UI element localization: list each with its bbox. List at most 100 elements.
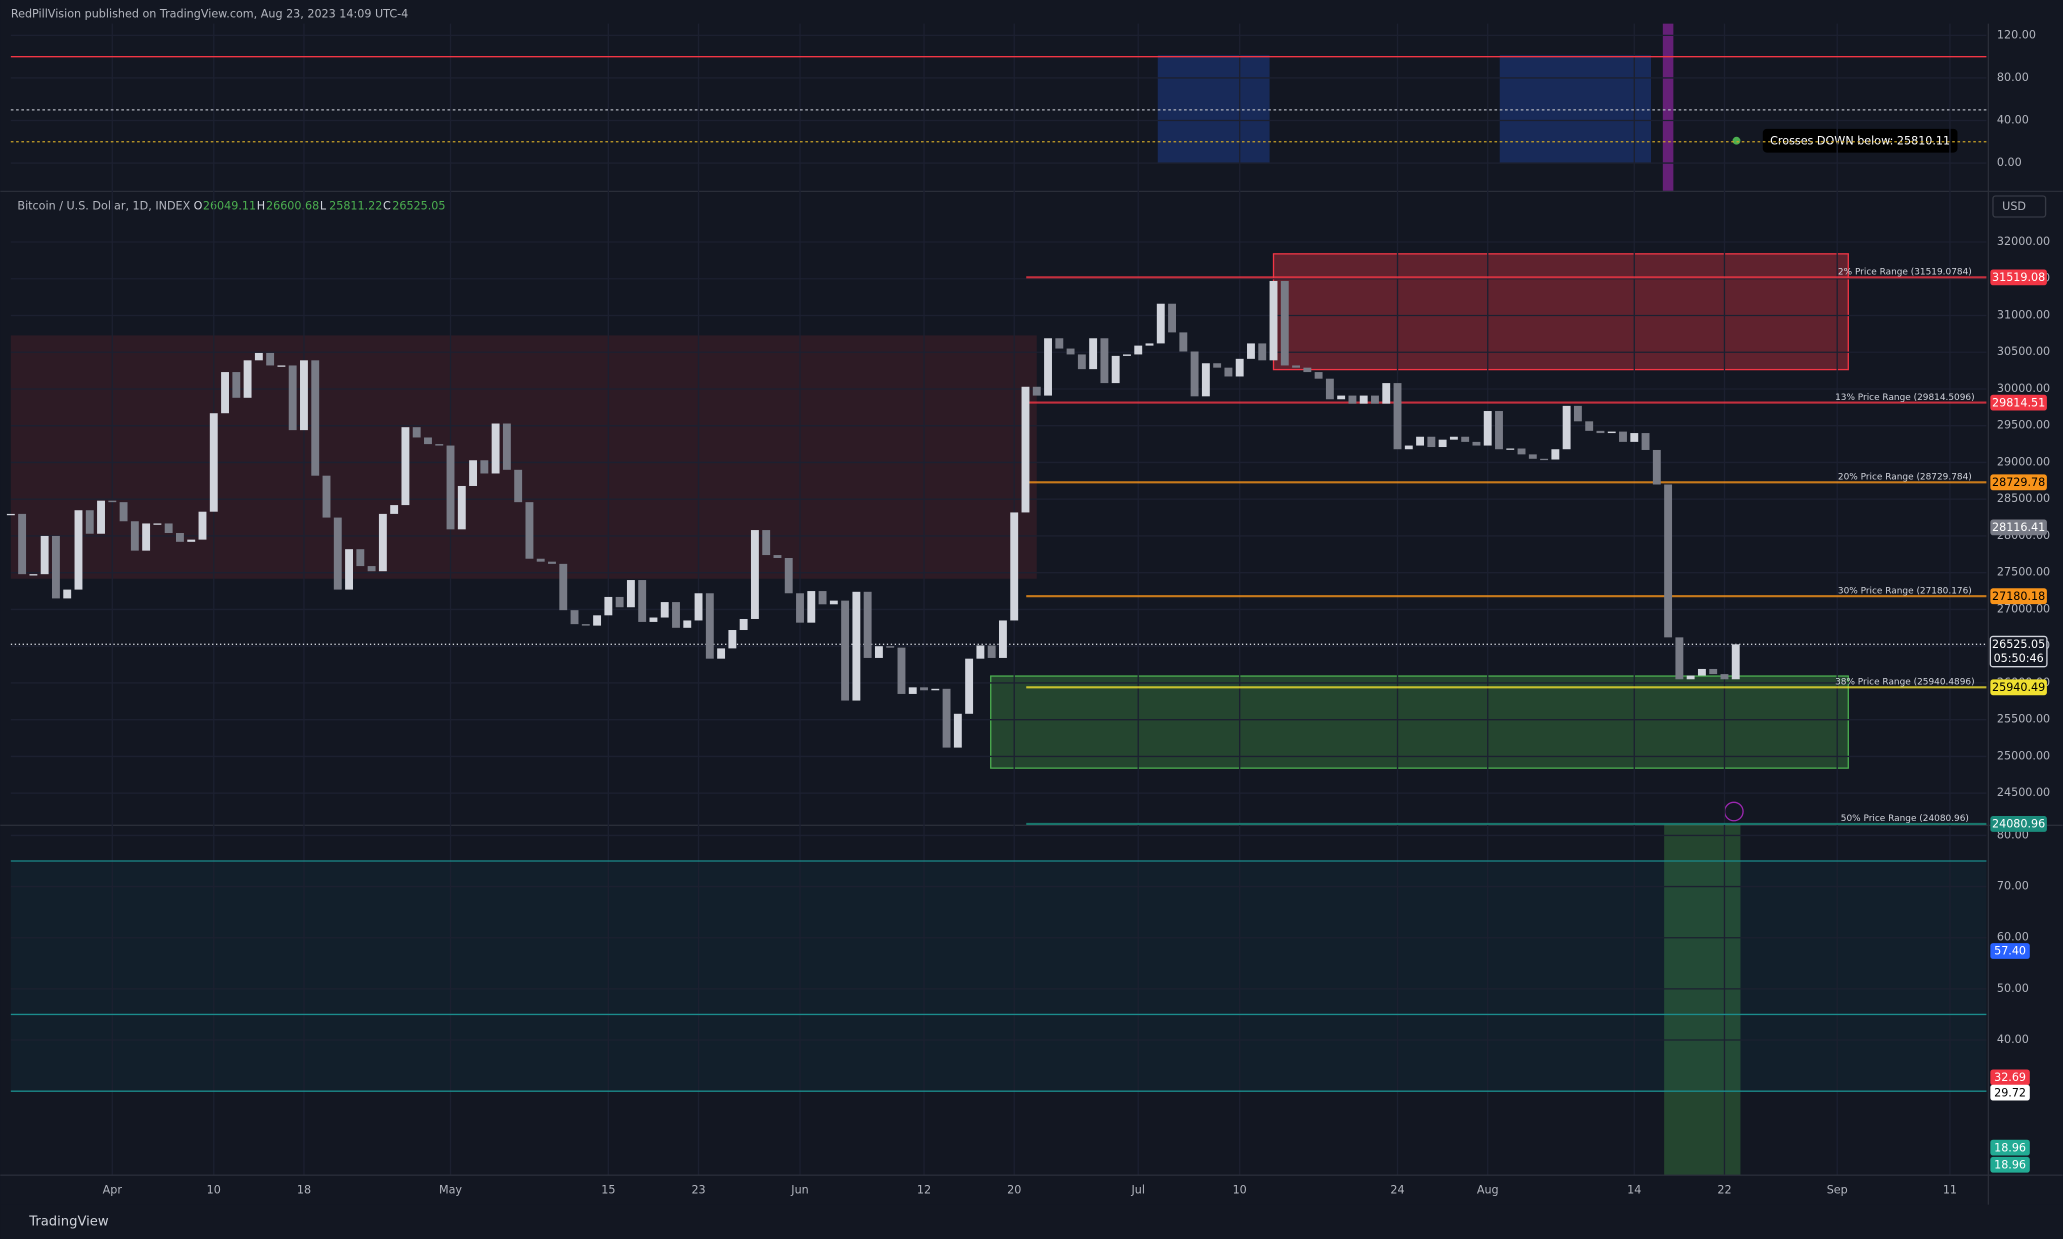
candle (1382, 383, 1391, 404)
candle (1506, 448, 1515, 450)
candle (965, 658, 974, 714)
symbol: Bitcoin / U.S. Dollar, 1D, INDEX (17, 200, 190, 213)
y-tick-label: 50.00 (1997, 982, 2029, 995)
candle (1404, 445, 1413, 450)
candle (401, 427, 410, 506)
candle (1697, 668, 1706, 676)
candle (717, 648, 726, 659)
x-tick-label: 15 (601, 1183, 615, 1196)
candle (1619, 431, 1627, 442)
candle (1032, 386, 1041, 396)
price-tag-label: 29814.51 (1992, 396, 2045, 409)
price-tag (1990, 474, 2047, 491)
candle (852, 591, 861, 701)
value-tag-label: 32.69 (1994, 1071, 2026, 1084)
candle (1348, 395, 1357, 404)
candle (1427, 436, 1436, 448)
currency[interactable]: USD (2002, 200, 2026, 213)
value-tag (1990, 943, 2030, 959)
candle (18, 513, 27, 575)
candle (502, 423, 511, 470)
candle (514, 469, 523, 503)
candle (164, 523, 173, 534)
ohlc-key: C (383, 200, 391, 213)
candle (1540, 458, 1549, 461)
y-tick-label: 27500.00 (1997, 566, 2050, 579)
y-tick-label: 29500.00 (1997, 419, 2050, 432)
publisher: RedPillVision published on TradingView.c… (11, 7, 408, 20)
price-tag (1990, 394, 2047, 411)
candle (209, 413, 218, 512)
value-tag (1990, 1139, 2030, 1156)
candle (626, 580, 635, 608)
support-zone (990, 675, 1849, 769)
candle (1066, 348, 1075, 355)
candle (130, 521, 139, 551)
candle (254, 352, 263, 361)
candle (1686, 675, 1695, 680)
candle (153, 523, 162, 525)
y-tick-label: 0.00 (1997, 156, 2022, 169)
candle (615, 596, 624, 608)
candle (491, 423, 500, 474)
highlight (1499, 55, 1651, 164)
candle (1123, 354, 1131, 356)
candle (97, 500, 105, 534)
candle (1551, 449, 1560, 460)
resistance-zone (1272, 253, 1849, 371)
currency-button[interactable] (1992, 195, 2047, 218)
candle (1461, 436, 1470, 442)
price-tag (1990, 269, 2047, 286)
candle (874, 646, 883, 658)
y-tick-label: 30500.00 (1997, 345, 2050, 358)
candle (1089, 338, 1098, 370)
range-label: 2% Price Range (31519.0784) (1838, 268, 1972, 278)
candle (1269, 280, 1278, 361)
candle (221, 372, 229, 414)
candle (683, 620, 692, 628)
candle (1247, 343, 1255, 359)
band (10, 861, 1987, 1091)
candle (1213, 363, 1222, 368)
candle (63, 589, 72, 599)
candle (85, 510, 94, 534)
range-label: 13% Price Range (29814.5096) (1835, 393, 1975, 403)
candle (987, 645, 996, 658)
candle (243, 360, 252, 398)
brand[interactable]: TradingView (28, 1214, 109, 1229)
candle (1111, 355, 1120, 384)
y-tick-label: 25500.00 (1997, 713, 2050, 726)
x-tick-label: 10 (1233, 1183, 1247, 1196)
candle (1495, 411, 1503, 450)
value-tag-label: 57.40 (1994, 945, 2026, 958)
candle (300, 360, 308, 431)
price-tag (1990, 816, 2047, 832)
candle (333, 517, 342, 590)
ohlc-key: H (257, 200, 265, 213)
annotation-box (1762, 128, 1958, 153)
x-tick-label: 24 (1390, 1183, 1404, 1196)
countdown: 05:50:46 (1994, 652, 2044, 665)
candle (1438, 439, 1447, 448)
candle (1044, 338, 1052, 396)
price-tag (1989, 635, 2048, 668)
ohlc-key: O (194, 200, 203, 213)
value-tag-label: 29.72 (1994, 1086, 2026, 1099)
y-tick-label: 28500.00 (1997, 492, 2050, 505)
x-tick-label: Jul (1130, 1183, 1144, 1196)
highlight (1662, 23, 1674, 191)
price-tag-label: 31519.08 (1992, 271, 2045, 284)
y-tick-label: 40.00 (1997, 113, 2029, 126)
candle (998, 620, 1007, 658)
candle (74, 510, 83, 590)
candle (1134, 345, 1143, 355)
candle (378, 513, 387, 572)
candle (1607, 431, 1616, 434)
candle (1190, 351, 1199, 397)
candle (1483, 411, 1492, 446)
value-tag (1990, 1156, 2030, 1173)
candle (1472, 441, 1481, 446)
candle (536, 558, 545, 562)
candle (288, 365, 297, 431)
candle (469, 460, 478, 486)
